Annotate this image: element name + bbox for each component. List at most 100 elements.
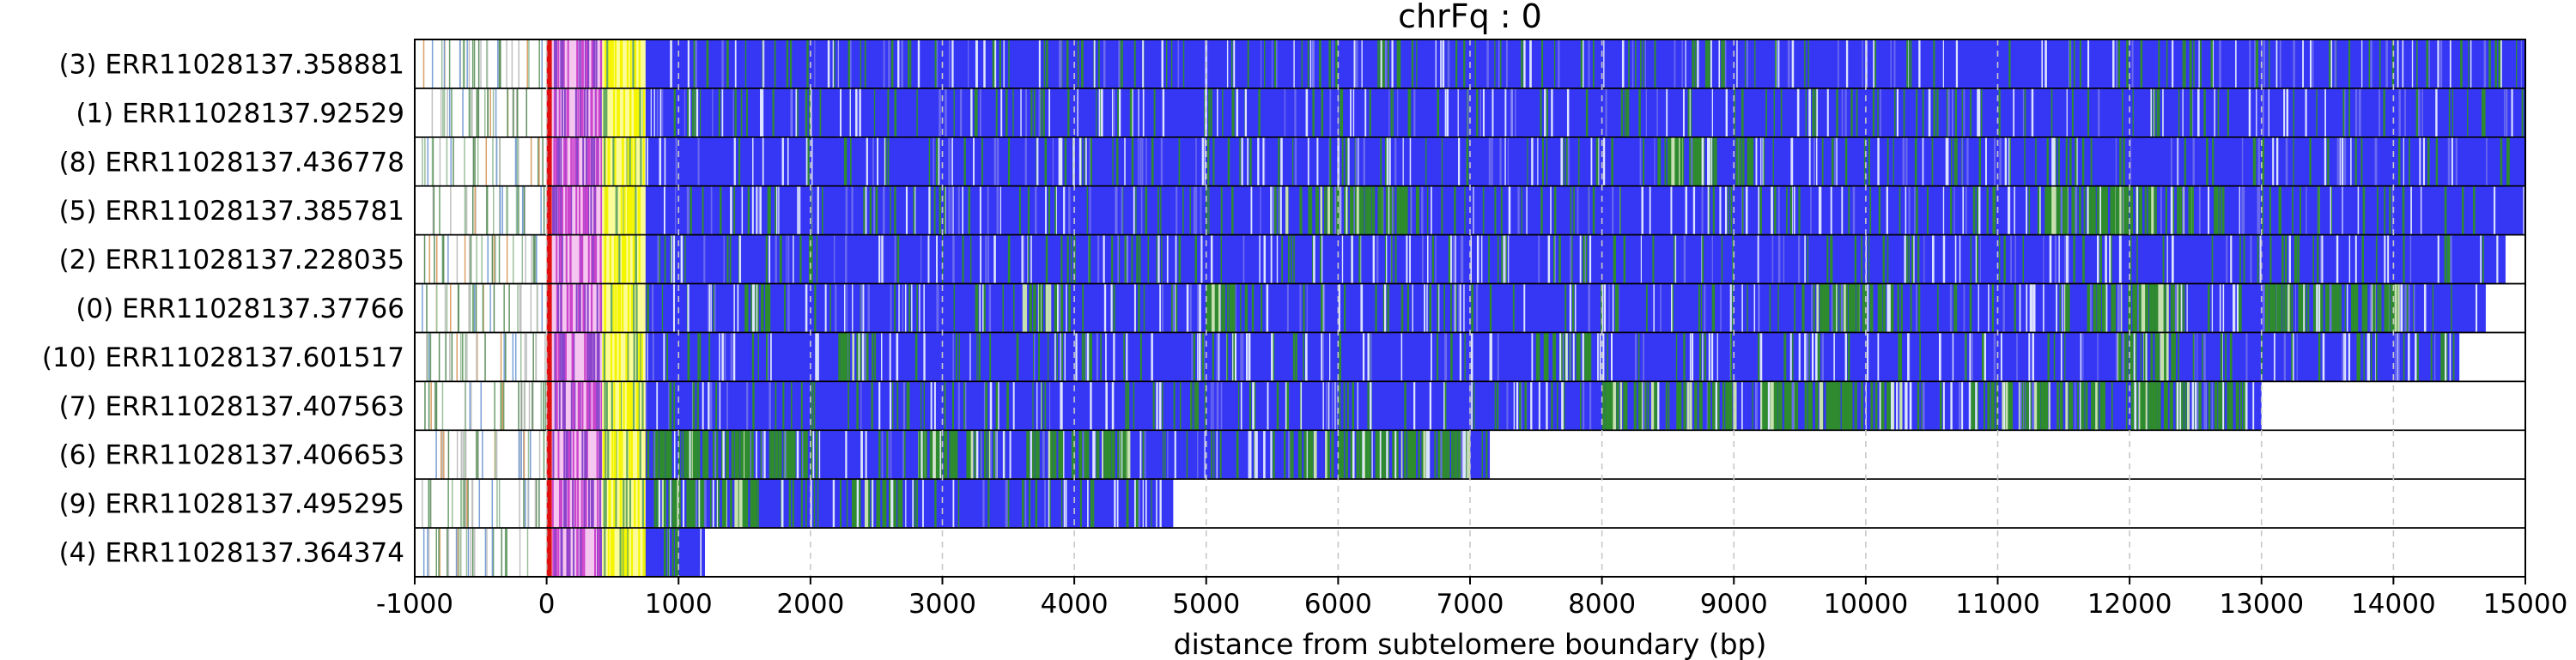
subtelomere-pink-line — [554, 381, 556, 431]
other-repeat-line — [2117, 332, 2120, 382]
variant-line — [833, 234, 835, 284]
variant-line — [1711, 88, 1713, 137]
variant-line — [663, 332, 665, 382]
variant-line — [2158, 39, 2160, 88]
telomere-line — [520, 283, 522, 333]
other-repeat-line — [2304, 283, 2306, 333]
variant-line — [769, 185, 771, 235]
variant-line — [1980, 88, 1983, 137]
other-repeat-line — [1668, 381, 1670, 431]
variant-line — [2409, 136, 2410, 186]
telomere-line — [541, 88, 543, 137]
telomere-line — [517, 136, 519, 186]
variant-line — [1409, 136, 1412, 186]
variant-line — [1208, 185, 1210, 235]
variant-line — [1652, 234, 1655, 284]
variant-line — [1565, 332, 1568, 382]
other-repeat-line — [1870, 381, 1874, 431]
variant-line — [688, 88, 691, 137]
variant-line — [2153, 88, 2155, 137]
telomere-line — [450, 185, 452, 235]
variant-line — [1712, 283, 1716, 333]
variant-line — [1327, 430, 1329, 480]
variant-line — [1346, 185, 1348, 235]
subtelomere-pink-line — [579, 234, 581, 284]
other-repeat-line — [2040, 381, 2044, 431]
variant-line — [896, 381, 899, 431]
variant-line — [1106, 430, 1109, 480]
variant-line — [1771, 185, 1773, 235]
variant-line — [702, 185, 704, 235]
subtelomere-pink-line — [593, 332, 596, 382]
other-repeat-line — [2059, 381, 2063, 431]
subtelomere-pink-line — [591, 136, 593, 186]
variant-line — [1450, 234, 1452, 284]
variant-line — [1786, 185, 1788, 235]
variant-line — [1286, 283, 1289, 333]
subtelomere-pink-line — [552, 430, 555, 480]
variant-line — [923, 332, 926, 382]
other-repeat-line — [787, 430, 791, 480]
subtelomere-yellow-line — [609, 234, 611, 284]
variant-line — [2089, 283, 2093, 333]
telomere-line — [511, 39, 513, 88]
subtelomere-pink-line — [564, 136, 567, 186]
variant-line — [1191, 332, 1194, 382]
other-repeat-line — [730, 479, 732, 529]
telomere-line — [480, 381, 483, 431]
subtelomere-yellow-line — [634, 39, 637, 88]
variant-line — [1247, 136, 1249, 186]
variant-line — [1127, 381, 1130, 431]
subtelomere-pink-line — [553, 136, 556, 186]
variant-line — [1937, 283, 1939, 333]
variant-line — [2214, 185, 2216, 235]
variant-line — [775, 185, 778, 235]
variant-line — [901, 39, 903, 88]
variant-line — [656, 381, 659, 431]
variant-line — [1212, 136, 1215, 186]
variant-line — [2125, 381, 2128, 431]
other-repeat-line — [1804, 381, 1807, 431]
variant-line — [2376, 136, 2378, 186]
variant-line — [786, 234, 787, 284]
variant-line — [1124, 136, 1126, 186]
subtelomere-pink-line — [557, 39, 560, 88]
variant-line — [1833, 332, 1835, 382]
variant-line — [1710, 39, 1712, 88]
variant-line — [1088, 234, 1091, 284]
telomere-line — [476, 88, 478, 137]
variant-line — [1281, 234, 1283, 284]
variant-line — [863, 185, 866, 235]
variant-line — [1285, 381, 1287, 431]
variant-line — [2241, 136, 2244, 186]
variant-line — [1694, 39, 1697, 88]
variant-line — [1459, 283, 1461, 333]
variant-line — [1370, 381, 1372, 431]
variant-line — [2309, 136, 2312, 186]
variant-line — [2179, 381, 2182, 431]
telomere-line — [468, 88, 471, 137]
variant-line — [2312, 39, 2314, 88]
variant-line — [1176, 185, 1178, 235]
variant-line — [1540, 88, 1542, 137]
variant-line — [675, 185, 677, 235]
variant-line — [2516, 39, 2518, 88]
read-track: (1) ERR11028137.92529 — [76, 88, 2526, 138]
variant-line — [2257, 234, 2259, 284]
variant-line — [1500, 39, 1502, 88]
variant-line — [1324, 185, 1326, 235]
variant-line — [2057, 136, 2060, 186]
variant-line — [2182, 39, 2184, 88]
variant-line — [2133, 283, 2136, 333]
variant-line — [2292, 185, 2293, 235]
subtelomere-pink-line — [599, 283, 602, 333]
other-repeat-line — [1813, 283, 1815, 333]
variant-line — [1012, 381, 1015, 431]
variant-line — [1329, 88, 1332, 137]
variant-line — [2293, 332, 2294, 382]
variant-line — [1732, 234, 1734, 284]
variant-line — [2289, 283, 2292, 333]
subtelomere-yellow-line — [637, 430, 640, 480]
variant-line — [1724, 185, 1728, 235]
variant-line — [716, 479, 719, 529]
